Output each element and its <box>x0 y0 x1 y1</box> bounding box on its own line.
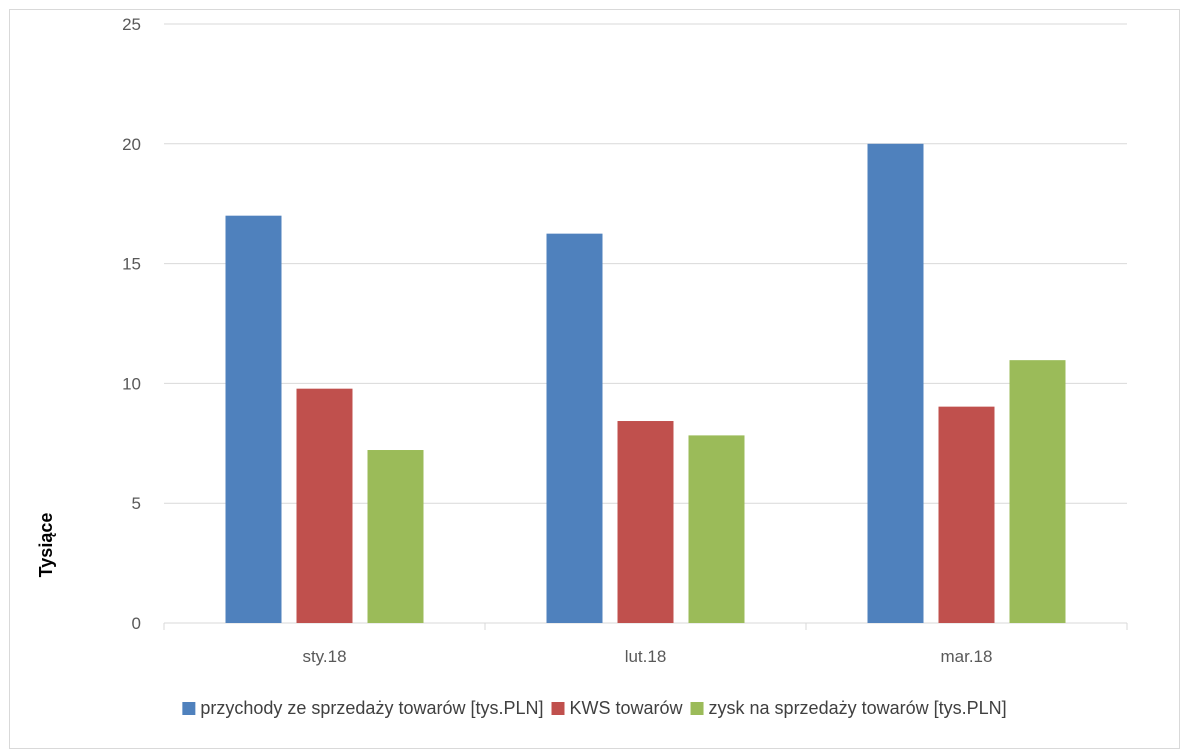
bar-mar.18-series-1 <box>939 407 995 623</box>
legend: przychody ze sprzedaży towarów [tys.PLN]… <box>182 698 1006 718</box>
x-tick-label: sty.18 <box>302 647 346 666</box>
legend-swatch <box>552 702 565 715</box>
y-axis-ticks: 0 5 10 15 20 25 <box>122 15 141 633</box>
bar-chart: 0 5 10 15 20 25 sty.18 lut.18 mar.18 Tysiące pr… <box>0 0 1189 731</box>
y-tick-label: 10 <box>122 374 141 393</box>
legend-label: przychody ze sprzedaży towarów [tys.PLN] <box>200 698 543 718</box>
bar-sty.18-series-2 <box>368 450 424 623</box>
y-tick-label: 15 <box>122 255 141 274</box>
y-tick-label: 25 <box>122 15 141 34</box>
legend-item: przychody ze sprzedaży towarów [tys.PLN] <box>182 698 543 718</box>
y-tick-label: 0 <box>132 614 141 633</box>
y-tick-label: 20 <box>122 135 141 154</box>
bar-sty.18-series-0 <box>226 216 282 623</box>
legend-label: KWS towarów <box>570 698 684 718</box>
bar-lut.18-series-2 <box>689 435 745 623</box>
bar-mar.18-series-2 <box>1010 360 1066 623</box>
bar-sty.18-series-1 <box>297 389 353 623</box>
bar-lut.18-series-0 <box>547 234 603 623</box>
x-tick-label: mar.18 <box>941 647 993 666</box>
legend-item: KWS towarów <box>552 698 684 718</box>
legend-swatch <box>182 702 195 715</box>
bar-lut.18-series-1 <box>618 421 674 623</box>
x-axis-ticks: sty.18 lut.18 mar.18 <box>302 647 992 666</box>
bar-mar.18-series-0 <box>868 144 924 623</box>
legend-item: zysk na sprzedaży towarów [tys.PLN] <box>691 698 1007 718</box>
legend-label: zysk na sprzedaży towarów [tys.PLN] <box>709 698 1007 718</box>
x-tick-label: lut.18 <box>625 647 667 666</box>
x-axis <box>164 623 1127 630</box>
y-axis-label: Tysiące <box>36 513 56 578</box>
y-tick-label: 5 <box>132 494 141 513</box>
legend-swatch <box>691 702 704 715</box>
